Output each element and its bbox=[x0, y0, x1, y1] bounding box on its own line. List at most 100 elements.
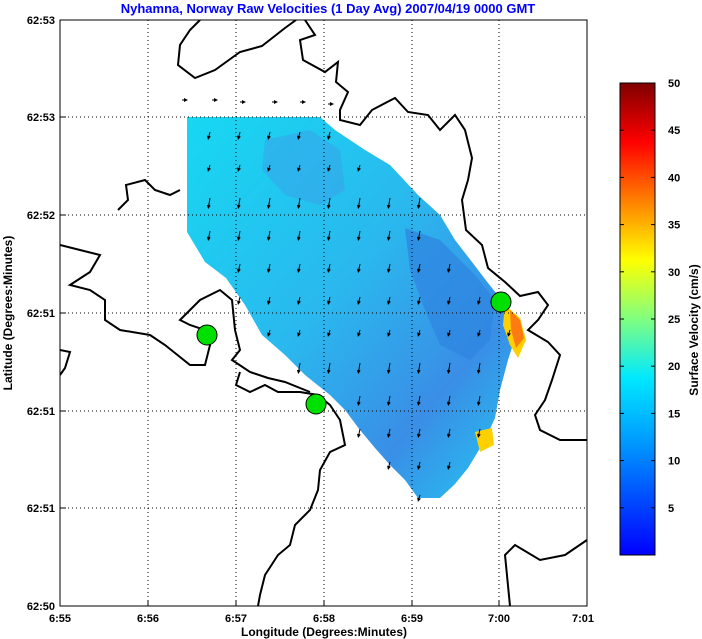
site-marker bbox=[196, 324, 218, 346]
x-tick-label: 6:59 bbox=[401, 613, 423, 625]
velocity-arrow bbox=[476, 428, 481, 438]
x-tick-label: 7:00 bbox=[488, 613, 510, 625]
x-tick-labels: 6:55 6:56 6:57 6:58 6:59 7:00 7:01 bbox=[49, 613, 594, 625]
colorbar bbox=[619, 82, 656, 556]
y-tick-label: 62:51 bbox=[27, 503, 55, 515]
velocity-arrow bbox=[386, 362, 391, 374]
velocity-arrow bbox=[297, 164, 301, 172]
velocity-arrow bbox=[446, 395, 451, 406]
colorbar-ticks: 50 45 40 35 30 25 20 15 10 5 bbox=[620, 78, 680, 515]
velocity-field-area bbox=[187, 117, 516, 498]
velocity-arrow bbox=[236, 263, 241, 273]
velocity-arrow bbox=[356, 230, 361, 241]
velocity-arrow bbox=[417, 329, 421, 337]
velocity-arrow bbox=[296, 197, 301, 209]
velocity-arrow bbox=[356, 428, 361, 438]
velocity-vectors bbox=[182, 98, 511, 502]
y-axis-label: Latitude (Degrees:Minutes) bbox=[1, 236, 15, 391]
y-tick-label: 62:52 bbox=[27, 210, 55, 222]
velocity-arrow bbox=[326, 230, 331, 241]
axis-ticks bbox=[59, 19, 588, 607]
velocity-arrow bbox=[326, 197, 331, 209]
velocity-arrow bbox=[236, 230, 241, 241]
velocity-arrow bbox=[416, 230, 421, 241]
x-tick-label: 7:01 bbox=[572, 613, 594, 625]
y-tick-label: 62:53 bbox=[27, 112, 55, 124]
velocity-arrow bbox=[386, 197, 391, 209]
velocity-field-low-patch bbox=[405, 228, 495, 360]
colorbar-tick-label: 40 bbox=[668, 172, 680, 184]
velocity-arrow bbox=[416, 197, 421, 209]
velocity-arrow bbox=[356, 362, 361, 374]
velocity-arrow bbox=[237, 296, 241, 305]
colorbar-tick-label: 20 bbox=[668, 361, 680, 373]
site-marker bbox=[490, 291, 512, 313]
velocity-arrow bbox=[267, 131, 271, 140]
velocity-arrow bbox=[266, 197, 271, 209]
site-marker bbox=[305, 393, 327, 415]
colorbar-tick-label: 30 bbox=[668, 267, 680, 279]
x-tick-label: 6:55 bbox=[49, 613, 71, 625]
velocity-arrow bbox=[296, 263, 301, 273]
velocity-arrow bbox=[327, 131, 331, 140]
velocity-arrow bbox=[267, 329, 271, 337]
velocity-arrow bbox=[447, 296, 451, 305]
velocity-arrow bbox=[386, 428, 391, 438]
y-tick-label: 62:53 bbox=[27, 15, 55, 27]
velocity-arrow bbox=[416, 263, 421, 273]
velocity-arrow bbox=[356, 395, 361, 406]
colorbar-tick-label: 10 bbox=[668, 456, 680, 468]
colorbar-tick-label: 35 bbox=[668, 220, 680, 232]
velocity-arrow bbox=[476, 362, 481, 374]
velocity-arrow bbox=[387, 329, 391, 337]
colorbar-tick-label: 45 bbox=[668, 125, 680, 137]
velocity-arrow bbox=[446, 428, 451, 438]
y-tick-label: 62:50 bbox=[27, 601, 55, 613]
velocity-arrow bbox=[446, 362, 451, 374]
grid bbox=[60, 20, 587, 606]
colorbar-tick-label: 15 bbox=[668, 408, 680, 420]
velocity-arrow bbox=[477, 329, 481, 337]
velocity-arrow bbox=[356, 263, 361, 273]
velocity-arrow bbox=[207, 131, 211, 140]
velocity-arrow bbox=[296, 362, 301, 374]
y-tick-labels: 62:53 62:53 62:52 62:51 62:51 62:51 62:5… bbox=[27, 15, 55, 613]
velocity-arrow bbox=[236, 197, 241, 209]
velocity-arrow bbox=[297, 296, 301, 305]
colorbar-tick-label: 50 bbox=[668, 78, 680, 90]
x-tick-label: 6:58 bbox=[313, 613, 335, 625]
velocity-arrow bbox=[357, 164, 361, 172]
velocity-arrow bbox=[297, 131, 301, 140]
velocity-arrow bbox=[386, 395, 391, 406]
colorbar-label: Surface Velocity (cm/s) bbox=[687, 264, 701, 395]
velocity-arrow bbox=[416, 428, 421, 438]
colorbar-tick-label: 5 bbox=[668, 503, 674, 515]
velocity-arrow bbox=[207, 164, 211, 172]
chart-title: Nyhamna, Norway Raw Velocities (1 Day Av… bbox=[121, 1, 536, 16]
velocity-arrow bbox=[357, 296, 361, 305]
velocity-arrow bbox=[356, 197, 361, 209]
velocity-arrow bbox=[417, 494, 421, 502]
velocity-arrow bbox=[327, 329, 331, 337]
velocity-arrow bbox=[387, 296, 391, 305]
velocity-arrow bbox=[477, 296, 481, 305]
map-area bbox=[60, 20, 587, 606]
velocity-arrow bbox=[327, 164, 331, 172]
colorbar-tick-label: 25 bbox=[668, 314, 680, 326]
velocity-arrow bbox=[267, 164, 271, 172]
y-tick-label: 62:51 bbox=[27, 308, 55, 320]
velocity-arrow bbox=[447, 461, 451, 470]
velocity-arrow bbox=[206, 230, 211, 241]
velocity-arrow bbox=[446, 263, 451, 273]
velocity-arrow bbox=[267, 296, 271, 305]
velocity-arrow bbox=[417, 296, 421, 305]
velocity-arrow bbox=[297, 329, 301, 337]
coastline bbox=[60, 20, 587, 606]
velocity-arrow bbox=[507, 329, 511, 337]
velocity-arrow bbox=[476, 395, 481, 406]
velocity-arrow bbox=[417, 461, 421, 470]
x-tick-label: 6:56 bbox=[137, 613, 159, 625]
velocity-arrow bbox=[296, 230, 301, 241]
site-markers bbox=[196, 291, 512, 415]
